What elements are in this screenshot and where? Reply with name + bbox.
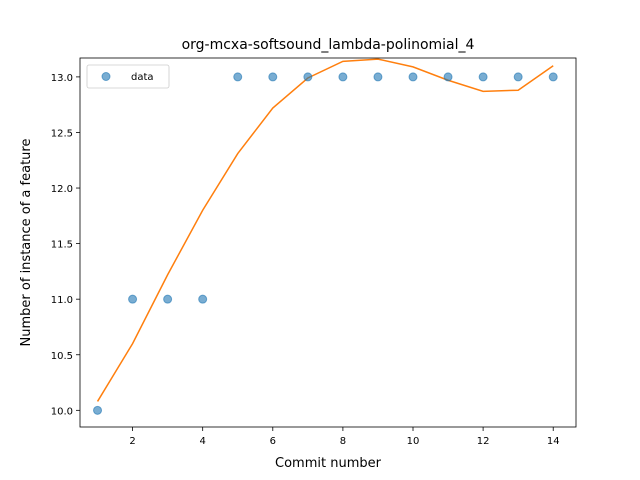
data-point (303, 72, 313, 82)
data-point (478, 72, 488, 82)
y-tick-label: 10.0 (51, 406, 73, 417)
y-tick-label: 12.5 (51, 128, 73, 139)
data-point (373, 72, 383, 82)
x-axis-title: Commit number (275, 456, 382, 471)
x-tick-label: 8 (340, 436, 346, 447)
plot-area (93, 58, 558, 415)
data-point (163, 294, 173, 304)
x-tick-label: 6 (270, 436, 276, 447)
data-point (198, 294, 208, 304)
y-tick-label: 13.0 (51, 73, 73, 84)
y-tick-label: 11.5 (51, 240, 73, 251)
x-tick-label: 14 (547, 436, 560, 447)
chart-title: org-mcxa-softsound_lambda-polinomial_4 (182, 37, 475, 53)
data-point (93, 405, 103, 415)
x-tick-label: 2 (129, 436, 135, 447)
data-point (548, 72, 558, 82)
legend: data (86, 64, 170, 89)
data-point (408, 72, 418, 82)
data-point (443, 72, 453, 82)
y-axis-title: Number of instance of a feature (19, 139, 34, 347)
legend-label-data: data (131, 72, 154, 83)
y-tick-label: 10.5 (51, 351, 73, 362)
x-tick-label: 4 (199, 436, 205, 447)
data-point (233, 72, 243, 82)
plot-frame (79, 57, 577, 428)
y-tick-label: 11.0 (51, 295, 73, 306)
x-tick-label: 12 (477, 436, 490, 447)
y-tick-label: 12.0 (51, 184, 73, 195)
data-point (513, 72, 523, 82)
axis-ticks: 2 4 6 8 10 12 14 10.0 10.5 11.0 11.5 12.0 12.5 13.0 (51, 73, 560, 447)
legend-box (86, 64, 170, 89)
legend-marker-data (101, 72, 111, 81)
data-point (128, 294, 138, 304)
data-point (268, 72, 278, 82)
x-tick-label: 10 (407, 436, 420, 447)
data-point (338, 72, 348, 82)
fit-line (96, 58, 554, 402)
